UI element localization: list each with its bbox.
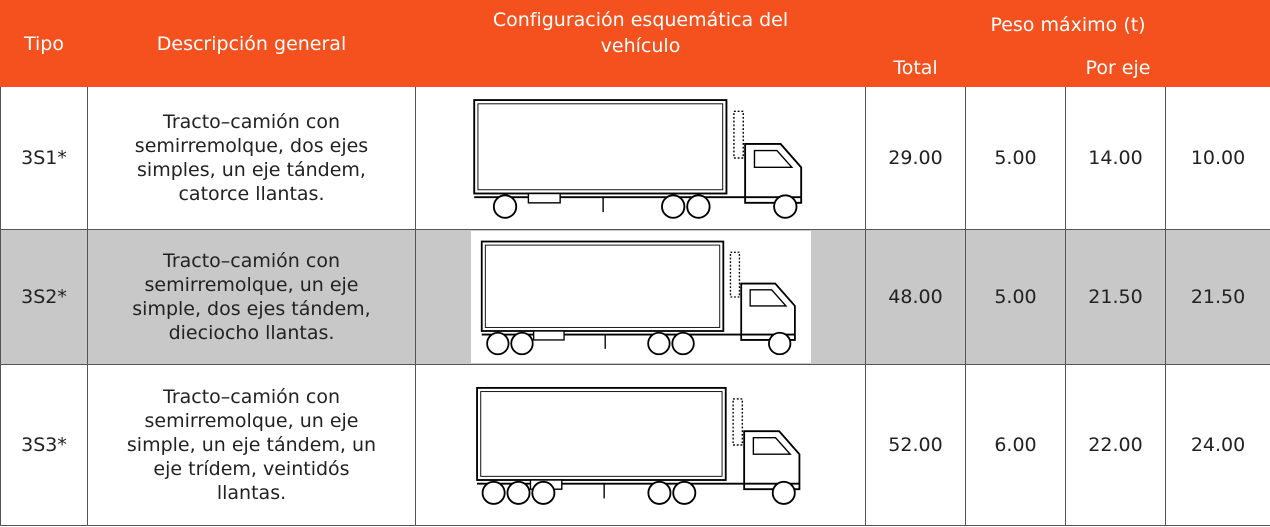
truck-image — [463, 89, 818, 227]
cell-image — [415, 364, 866, 526]
cell-tipo: 3S1* — [0, 86, 88, 230]
description-line: semirremolque, un eje — [144, 410, 359, 432]
cell-descripcion: Tracto–camión con semirremolque, un eje si… — [87, 364, 416, 526]
header-peso: Peso máximo (t) — [864, 0, 1270, 50]
cell-eje: 24.00 — [1164, 364, 1270, 526]
cell-total: 48.00 — [865, 229, 966, 365]
cell-eje: 21.50 — [1065, 229, 1166, 365]
truck-image — [465, 376, 816, 514]
description-line: Tracto–camión con — [163, 250, 340, 272]
description-line: catorce llantas. — [178, 183, 325, 205]
header-configuracion: Configuración esquemática del vehículo — [415, 0, 866, 87]
header-descripcion: Descripción general — [87, 0, 416, 87]
cell-tipo: 3S3* — [0, 364, 88, 526]
header-por-eje: Por eje — [964, 49, 1270, 87]
description-line: simples, un eje tándem, — [137, 159, 366, 181]
description-line: simple, dos ejes tándem, — [132, 298, 371, 320]
cell-descripcion: Tracto–camión con semirremolque, un eje si… — [87, 229, 416, 365]
cell-eje: 22.00 — [1065, 364, 1166, 526]
description-line: Tracto–camión con — [163, 111, 340, 133]
header-line: Configuración esquemática del — [492, 9, 789, 31]
cell-image — [415, 229, 866, 365]
header-line: vehículo — [600, 35, 681, 57]
cell-descripcion: Tracto–camión con semirremolque, dos ejes… — [87, 86, 416, 230]
description-line: simple, un eje tándem, un — [126, 434, 377, 456]
description-line: dieciocho llantas. — [168, 322, 335, 344]
cell-eje: 6.00 — [965, 364, 1066, 526]
cell-tipo: 3S2* — [0, 229, 88, 365]
cell-eje: 5.00 — [965, 86, 1066, 230]
cell-image — [415, 86, 866, 230]
cell-eje: 21.50 — [1164, 229, 1270, 365]
description-line: Tracto–camión con — [163, 386, 340, 408]
cell-eje: 14.00 — [1065, 86, 1166, 230]
cell-eje: 5.00 — [965, 229, 1066, 365]
truck-image — [470, 231, 811, 363]
header-total: Total — [865, 49, 966, 87]
cell-total: 29.00 — [865, 86, 966, 230]
description-line: llantas. — [216, 482, 287, 504]
cell-eje: 10.00 — [1164, 86, 1270, 230]
header-tipo: Tipo — [0, 0, 88, 87]
description-line: semirremolque, un eje — [144, 274, 359, 296]
description-line: eje trídem, veintidós — [153, 458, 350, 480]
cell-total: 52.00 — [865, 364, 966, 526]
description-line: semirremolque, dos ejes — [134, 135, 369, 157]
